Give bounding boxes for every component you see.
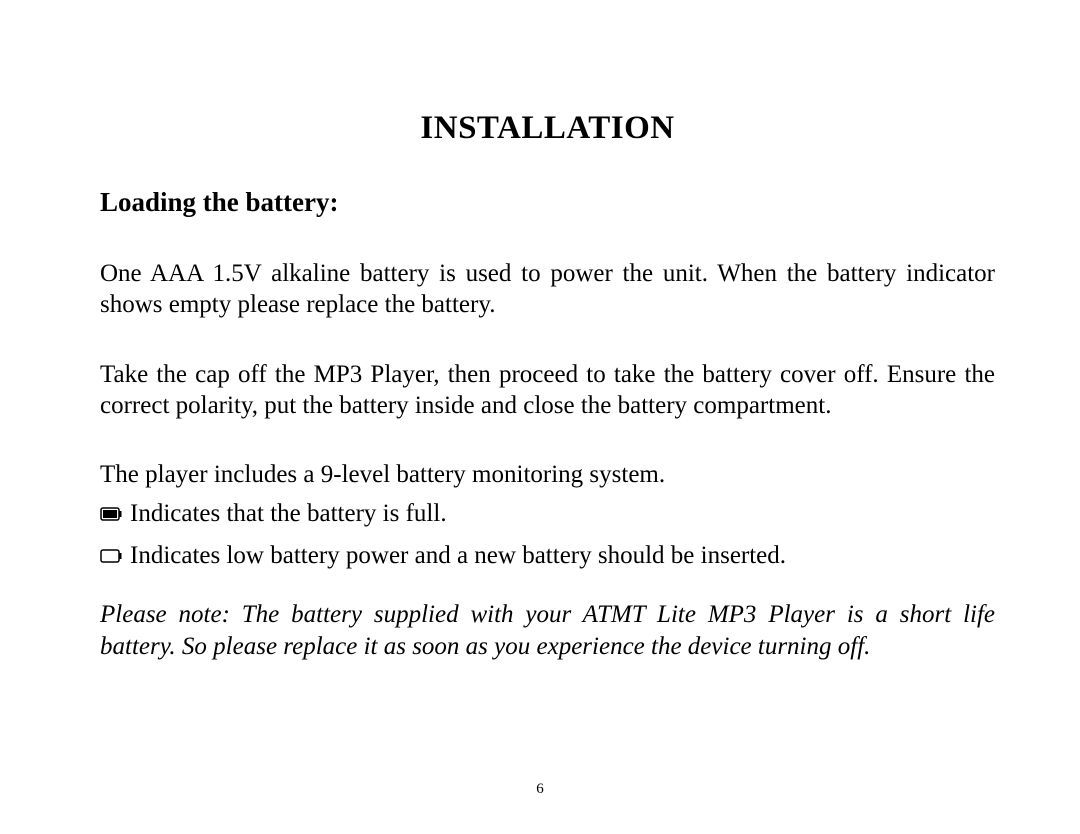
indicator-full-text: Indicates that the battery is full. (130, 498, 447, 529)
section-heading: Loading the battery: (100, 187, 995, 218)
paragraph-1: One AAA 1.5V alkaline battery is used to… (100, 258, 995, 321)
paragraph-3: The player includes a 9-level battery mo… (100, 459, 995, 490)
battery-empty-icon (100, 540, 122, 571)
paragraph-2: Take the cap off the MP3 Player, then pr… (100, 359, 995, 422)
page-title: INSTALLATION (100, 110, 995, 147)
indicator-empty-line: Indicates low battery power and a new ba… (100, 540, 995, 571)
battery-full-icon (100, 498, 122, 529)
document-page: INSTALLATION Loading the battery: One AA… (0, 0, 1080, 834)
indicator-empty-text: Indicates low battery power and a new ba… (130, 540, 786, 571)
page-number: 6 (0, 781, 1080, 798)
note-paragraph: Please note: The battery supplied with y… (100, 599, 995, 664)
indicator-full-line: Indicates that the battery is full. (100, 498, 995, 529)
